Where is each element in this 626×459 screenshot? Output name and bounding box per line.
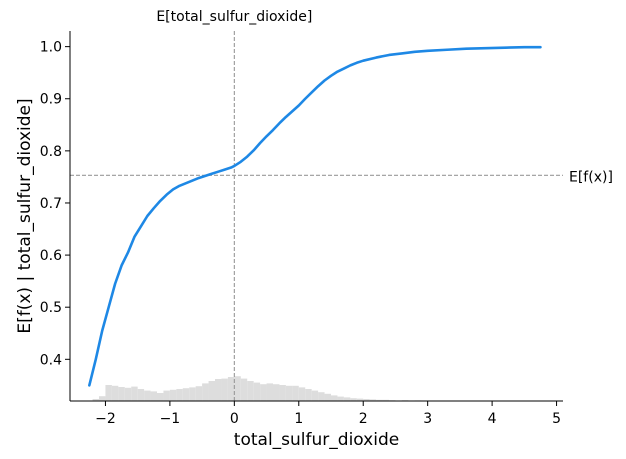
histogram-bar (195, 386, 203, 401)
histogram-bar (266, 383, 273, 401)
histogram-bar (382, 399, 389, 401)
histogram-bar (131, 386, 138, 401)
histogram-bar (247, 381, 254, 401)
histogram-bar (92, 399, 99, 401)
ticks: −2 −1 0 1 2 3 4 5 0.4 0.5 0.6 0.7 0.8 0.9 1.0 (40, 40, 561, 427)
y-tick-label: 0.6 (40, 248, 62, 264)
histogram-bar (169, 389, 177, 401)
histogram-bar (144, 390, 151, 401)
x-tick-label: 1 (294, 411, 303, 427)
histogram-bar (176, 389, 183, 401)
y-tick-label: 0.4 (40, 352, 62, 368)
x-tick-label: −2 (95, 411, 116, 427)
x-axis-label: total_sulfur_dioxide (234, 430, 399, 450)
histogram-bar (285, 385, 293, 401)
axes (69, 31, 563, 402)
histogram-bar (150, 391, 157, 401)
histogram-bar (369, 399, 377, 401)
y-tick-label: 0.9 (40, 92, 62, 108)
histogram-bar (157, 393, 164, 401)
histogram-bar (343, 397, 351, 401)
y-tick-label: 1.0 (40, 40, 62, 56)
histogram-bar (202, 383, 209, 401)
histogram-bar (273, 384, 280, 401)
histogram-bar (350, 398, 357, 401)
dependence-curve (88, 45, 542, 387)
histogram-bar (163, 390, 170, 401)
y-tick-label: 0.8 (40, 144, 62, 160)
histogram-bar (137, 389, 145, 401)
histogram-bar (240, 378, 248, 401)
histogram-bar (99, 396, 106, 401)
histogram-bar (105, 385, 112, 401)
histogram-bar (182, 388, 190, 401)
histogram-bar (318, 392, 325, 401)
x-tick-label: −1 (160, 411, 181, 427)
histogram-bar (215, 379, 222, 401)
reference-lines (70, 31, 563, 401)
histogram-bar (298, 387, 306, 401)
x-tick-label: 5 (552, 411, 561, 427)
x-tick-label: 3 (423, 411, 432, 427)
histogram-bar (234, 376, 241, 401)
y-tick-label: 0.5 (40, 300, 62, 316)
y-tick-label: 0.7 (40, 196, 62, 212)
histogram-bar (260, 384, 267, 401)
histogram-bar (292, 385, 299, 401)
feature-histogram (92, 376, 538, 401)
histogram-bar (376, 399, 383, 401)
y-axis-label: E[f(x) | total_sulfur_dioxide] (15, 98, 35, 333)
histogram-bar (221, 378, 228, 401)
histogram-bar (324, 393, 331, 401)
histogram-bar (337, 396, 344, 401)
histogram-bar (356, 398, 364, 401)
x-tick-label: 0 (230, 411, 239, 427)
histogram-bar (363, 399, 370, 401)
histogram-bar (305, 389, 312, 401)
histogram-bar (279, 385, 286, 401)
histogram-bar (189, 387, 196, 401)
histogram-bar (118, 387, 125, 401)
histogram-bar (311, 390, 319, 401)
histogram-bar (253, 382, 261, 401)
mean-feature-label: E[total_sulfur_dioxide] (156, 9, 312, 25)
histogram-bar (208, 381, 215, 401)
histogram-bar (227, 377, 235, 401)
x-tick-label: 4 (488, 411, 497, 427)
expected-value-label: E[f(x)] (569, 169, 613, 185)
histogram-bar (111, 385, 119, 401)
histogram-bar (124, 387, 132, 401)
histogram-bar (331, 395, 338, 401)
dependence-curve-layer (88, 45, 542, 387)
x-tick-label: 2 (359, 411, 368, 427)
